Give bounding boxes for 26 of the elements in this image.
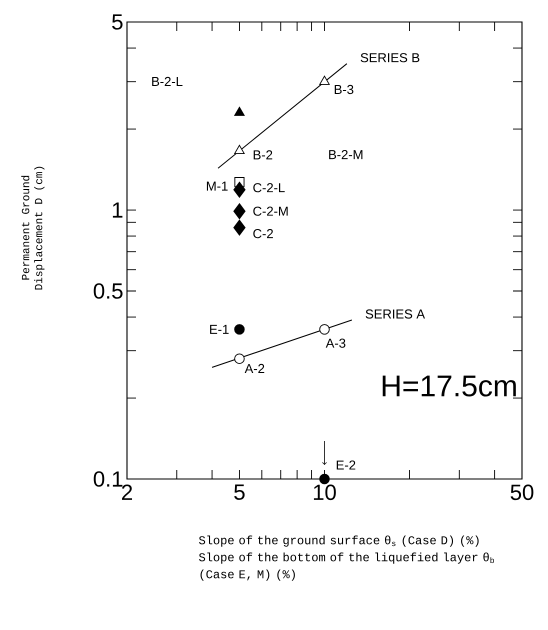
annotation: A-2 (244, 364, 264, 373)
annotation: B-2-M (329, 150, 362, 160)
x-tick-label: 2 (122, 484, 132, 500)
x-tick-label: 50 (510, 484, 534, 500)
annotation: M-1 (206, 182, 228, 191)
x-tick-label: 10 (314, 484, 336, 500)
annotation: H=17.5cm (382, 376, 516, 397)
y-tick-label: 1 (112, 202, 122, 218)
annotation: A-3 (326, 338, 346, 348)
y-axis-title: Permanent Ground Displacement D (cm) (21, 166, 44, 290)
annotation: C-2-M (253, 206, 288, 216)
annotation: C-2 (253, 229, 273, 238)
series-label: SERIES A (366, 309, 426, 319)
x-axis-title: Slope of the ground surface θ$_{s}$ (Case D) (%) (199, 536, 479, 547)
y-tick-label: 5 (112, 14, 123, 30)
annotation: B-2 (254, 150, 272, 160)
series-label: SERIES B (360, 53, 420, 62)
annotation: E-2 (336, 460, 356, 470)
annotation: B-3 (334, 84, 354, 94)
y-tick-label: 0.5 (94, 283, 123, 299)
annotation: C-2-L (253, 183, 285, 192)
y-tick-label: 0.1 (94, 471, 122, 487)
annotation: B-2-L (152, 76, 182, 86)
annotation: E-1 (210, 324, 229, 334)
text: Slope of the bottom of the liquefied layer θ$_{b}$ (Case E, M) (%) (199, 552, 494, 581)
x-tick-label: 5 (234, 484, 245, 500)
